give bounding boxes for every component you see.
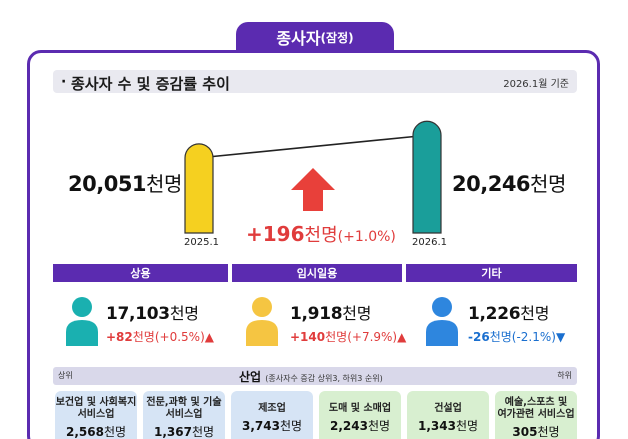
temporary-workers-change: +140천명(+7.9%)▲	[290, 330, 407, 344]
industry-card: 보건업 및 사회복지 서비스업 2,568천명	[55, 391, 137, 439]
industry-value: 305천명	[512, 425, 560, 439]
industry-card: 제조업 3,743천명	[231, 391, 313, 439]
value-2026: 20,246천명	[452, 172, 566, 196]
down-arrow-icon: ▼	[555, 330, 566, 344]
industry-card: 도매 및 소매업 2,243천명	[319, 391, 401, 439]
other-workers-change: -26천명(-2.1%)▼	[468, 330, 566, 344]
as-of-date: 2026.1월 기준	[503, 79, 569, 90]
bar-2026	[412, 120, 442, 234]
bar-2025	[184, 143, 214, 234]
person-icon	[246, 297, 278, 346]
industry-value: 1,367천명	[153, 425, 215, 439]
industry-card: 전문,과학 및 기술 서비스업 1,367천명	[143, 391, 225, 439]
industry-value: 2,568천명	[65, 425, 127, 439]
regular-workers-change: +82천명(+0.5%)▲	[106, 330, 214, 344]
industry-header: 상위 산업 (종사자수 증감 상위3, 하위3 순위) 하위	[53, 367, 577, 385]
category-header-other: 기타	[406, 264, 577, 282]
temporary-workers-value: 1,918천명	[290, 304, 372, 324]
year-label-2025: 2025.1	[184, 237, 219, 248]
page-title-tab: 종사자 (잠정)	[236, 22, 394, 52]
industry-card: 건설업 1,343천명	[407, 391, 489, 439]
industry-name: 보건업 및 사회복지	[55, 397, 137, 408]
page-title: 종사자	[276, 29, 321, 48]
category-header-temporary: 임시일용	[232, 264, 402, 282]
industry-name: 도매 및 소매업	[328, 403, 392, 414]
industry-name-line2: 여가관련 서비스업	[497, 409, 575, 420]
total-change: +196천명(+1.0%)	[246, 222, 396, 246]
industry-bottom-label: 하위	[557, 371, 572, 380]
increase-arrow-icon	[291, 168, 335, 211]
value-2025: 20,051천명	[68, 172, 182, 196]
industry-value: 2,243천명	[329, 419, 391, 433]
bullet-icon: ·	[61, 74, 67, 90]
industry-value: 1,343천명	[417, 419, 479, 433]
industry-card: 예술,스포츠 및 여가관련 서비스업 305천명	[495, 391, 577, 439]
page-title-sub: (잠정)	[320, 30, 354, 45]
industry-name: 건설업	[434, 403, 462, 414]
industry-name: 제조업	[258, 403, 286, 414]
employment-comparison-chart	[184, 120, 442, 234]
up-arrow-icon: ▲	[397, 330, 407, 344]
person-icon	[426, 297, 458, 346]
trend-connector-line	[198, 134, 428, 159]
industry-name: 전문,과학 및 기술	[146, 397, 222, 408]
section-label: 종사자 수 및 증감률 추이	[71, 75, 230, 93]
industry-top-label: 상위	[58, 371, 73, 380]
other-workers-value: 1,226천명	[468, 304, 550, 324]
regular-workers-value: 17,103천명	[106, 304, 199, 324]
year-label-2026: 2026.1	[412, 237, 447, 248]
person-icon	[66, 297, 98, 346]
up-arrow-icon: ▲	[204, 330, 214, 344]
industry-name-line2: 서비스업	[165, 409, 203, 420]
industry-name-line2: 서비스업	[77, 409, 115, 420]
section-header: · 종사자 수 및 증감률 추이 2026.1월 기준	[53, 70, 577, 93]
industry-value: 3,743천명	[241, 419, 303, 433]
industry-title: 산업 (종사자수 증감 상위3, 하위3 순위)	[239, 370, 383, 384]
industry-name: 예술,스포츠 및	[504, 397, 568, 408]
category-header-regular: 상용	[53, 264, 228, 282]
